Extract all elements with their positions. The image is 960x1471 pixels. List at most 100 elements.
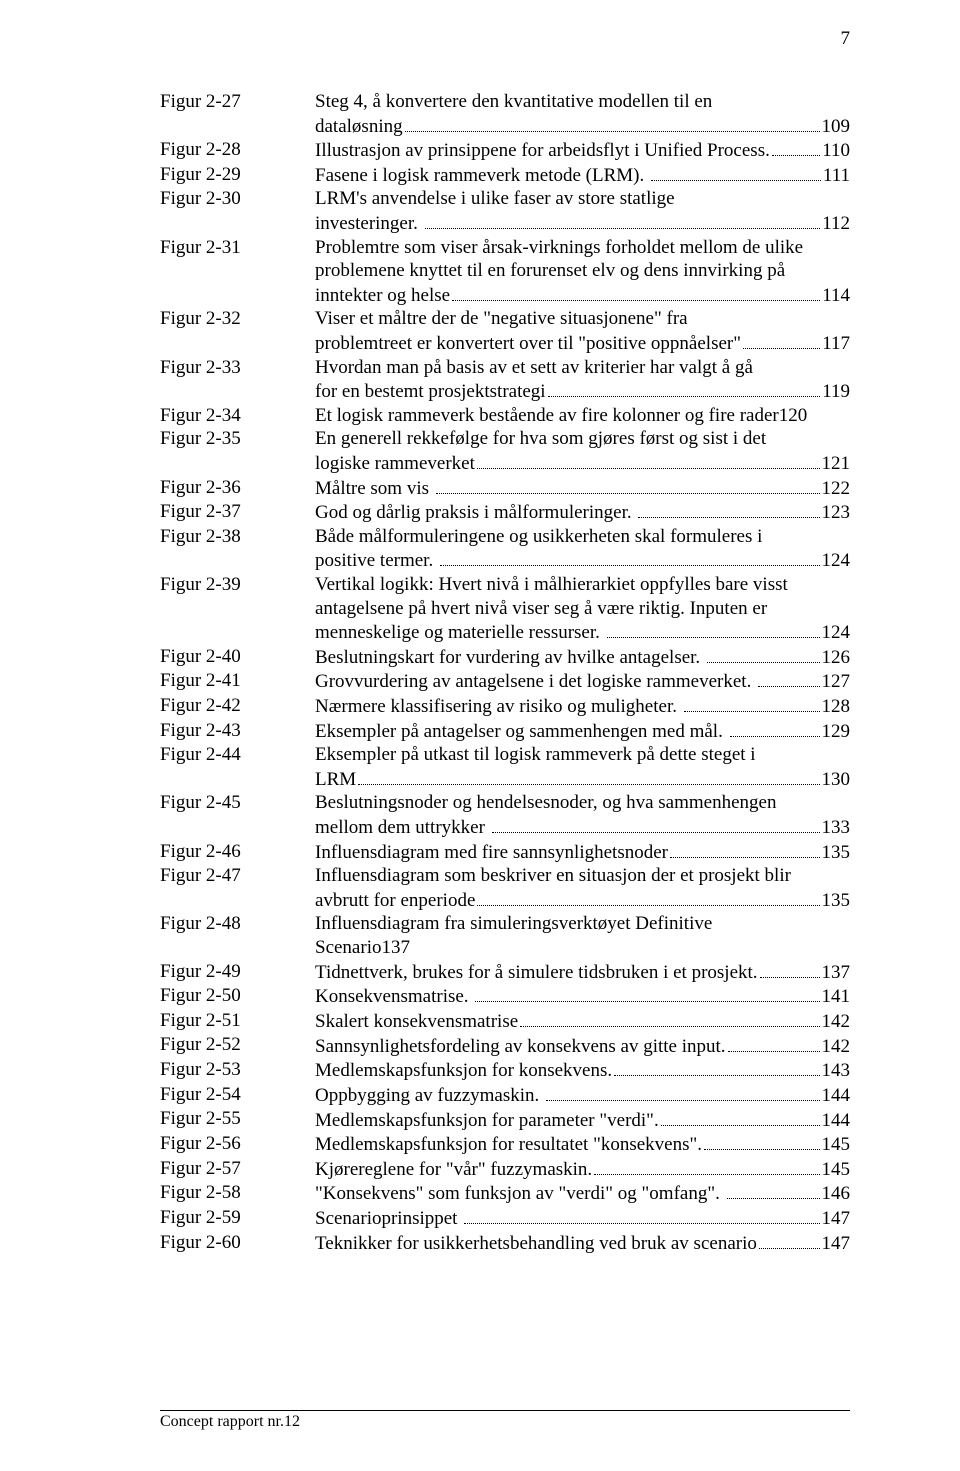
figure-description-line: "Konsekvens" som funksjon av "verdi" og … <box>315 1181 850 1206</box>
figure-description-line: Influensdiagram fra simuleringsverktøyet… <box>315 912 850 936</box>
figure-label: Figur 2-51 <box>160 1009 315 1033</box>
figure-label: Figur 2-39 <box>160 573 315 597</box>
figure-description: Scenarioprinsippet 147 <box>315 1206 850 1231</box>
figure-description-text: logiske rammeverket <box>315 452 475 476</box>
footer: Concept rapport nr.12 <box>160 1410 850 1431</box>
figure-description: En generell rekkefølge for hva som gjøre… <box>315 427 850 475</box>
figure-entry: Figur 2-31Problemtre som viser årsak-vir… <box>160 236 850 308</box>
figure-entry: Figur 2-32Viser et måltre der de "negati… <box>160 307 850 355</box>
figure-entry: Figur 2-54Oppbygging av fuzzymaskin. 144 <box>160 1083 850 1108</box>
figure-description-text: Hvordan man på basis av et sett av krite… <box>315 356 753 380</box>
dot-leader <box>651 163 821 181</box>
figure-entry: Figur 2-57Kjørereglene for "vår" fuzzyma… <box>160 1157 850 1182</box>
dot-leader <box>546 1083 819 1101</box>
figure-description: Influensdiagram med fire sannsynlighetsn… <box>315 840 850 865</box>
figure-description: Konsekvensmatrise. 141 <box>315 984 850 1009</box>
figure-description-text: Beslutningskart for vurdering av hvilke … <box>315 646 705 670</box>
figure-entry: Figur 2-37God og dårlig praksis i målfor… <box>160 500 850 525</box>
figure-description: Grovvurdering av antagelsene i det logis… <box>315 669 850 694</box>
figure-description-text: inntekter og helse <box>315 284 450 308</box>
figure-label: Figur 2-33 <box>160 356 315 380</box>
figure-description: Influensdiagram som beskriver en situasj… <box>315 864 850 912</box>
page-number: 7 <box>160 28 850 50</box>
figure-description-text: Nærmere klassifisering av risiko og muli… <box>315 695 682 719</box>
figure-description-line: Illustrasjon av prinsippene for arbeidsf… <box>315 138 850 163</box>
dot-leader <box>661 1107 820 1125</box>
figure-description: Nærmere klassifisering av risiko og muli… <box>315 694 850 719</box>
dot-leader <box>704 1132 820 1150</box>
dot-leader <box>548 379 821 397</box>
figure-page-number: 143 <box>822 1059 851 1083</box>
figure-entry: Figur 2-36Måltre som vis 122 <box>160 476 850 501</box>
figure-description-text: Eksempler på utkast til logisk rammeverk… <box>315 743 756 767</box>
figure-label: Figur 2-47 <box>160 864 315 888</box>
figure-description-text: Medlemskapsfunksjon for konsekvens. <box>315 1059 612 1083</box>
dot-leader <box>728 1033 820 1051</box>
figure-label: Figur 2-28 <box>160 138 315 162</box>
figure-description-text: Skalert konsekvensmatrise <box>315 1010 518 1034</box>
figure-description: Medlemskapsfunksjon for konsekvens. 143 <box>315 1058 850 1083</box>
figure-page-number: 112 <box>822 212 850 236</box>
figure-description-line: LRM130 <box>315 767 850 792</box>
figure-description-text: Scenario137 <box>315 936 410 960</box>
figure-page-number: 141 <box>822 985 851 1009</box>
figure-description: Teknikker for usikkerhetsbehandling ved … <box>315 1231 850 1256</box>
dot-leader <box>760 960 820 978</box>
figure-description-line: Et logisk rammeverk bestående av fire ko… <box>315 404 850 428</box>
figure-description: Eksempler på utkast til logisk rammeverk… <box>315 743 850 791</box>
figure-page-number: 147 <box>822 1232 851 1256</box>
figure-description-text: Medlemskapsfunksjon for parameter "verdi… <box>315 1109 659 1133</box>
figure-list: Figur 2-27Steg 4, å konvertere den kvant… <box>160 90 850 1255</box>
figure-description: "Konsekvens" som funksjon av "verdi" og … <box>315 1181 850 1206</box>
figure-entry: Figur 2-34Et logisk rammeverk bestående … <box>160 404 850 428</box>
figure-description-line: Medlemskapsfunksjon for resultatet "kons… <box>315 1132 850 1157</box>
figure-description-line: positive termer. 124 <box>315 548 850 573</box>
figure-description-line: inntekter og helse114 <box>315 283 850 308</box>
dot-leader <box>405 114 820 132</box>
figure-description-text: Problemtre som viser årsak-virknings for… <box>315 236 803 260</box>
figure-page-number: 142 <box>822 1010 851 1034</box>
dot-leader <box>727 1181 820 1199</box>
figure-description-text: Influensdiagram som beskriver en situasj… <box>315 864 791 888</box>
figure-label: Figur 2-34 <box>160 404 315 428</box>
dot-leader <box>743 331 820 349</box>
figure-description-text: Eksempler på antagelser og sammenhengen … <box>315 720 728 744</box>
dot-leader <box>607 620 820 638</box>
figure-description-text: Måltre som vis <box>315 477 434 501</box>
figure-label: Figur 2-52 <box>160 1033 315 1057</box>
figure-entry: Figur 2-55Medlemskapsfunksjon for parame… <box>160 1107 850 1132</box>
figure-description-line: Kjørereglene for "vår" fuzzymaskin.145 <box>315 1157 850 1182</box>
figure-description-line: for en bestemt prosjektstrategi119 <box>315 379 850 404</box>
figure-page-number: 110 <box>822 139 850 163</box>
figure-description: Steg 4, å konvertere den kvantitative mo… <box>315 90 850 138</box>
figure-description-line: problemtreet er konvertert over til "pos… <box>315 331 850 356</box>
figure-description-text: antagelsene på hvert nivå viser seg å væ… <box>315 597 767 621</box>
figure-label: Figur 2-38 <box>160 525 315 549</box>
footer-text: Concept rapport nr.12 <box>160 1413 850 1431</box>
figure-entry: Figur 2-56Medlemskapsfunksjon for result… <box>160 1132 850 1157</box>
figure-description-text: Illustrasjon av prinsippene for arbeidsf… <box>315 139 770 163</box>
figure-description-line: Måltre som vis 122 <box>315 476 850 501</box>
dot-leader <box>520 1009 819 1027</box>
dot-leader <box>638 500 819 518</box>
figure-label: Figur 2-60 <box>160 1231 315 1255</box>
figure-page-number: 122 <box>822 477 851 501</box>
figure-page-number: 133 <box>822 816 851 840</box>
figure-description-text: Konsekvensmatrise. <box>315 985 473 1009</box>
figure-description-text: avbrutt for enperiode <box>315 889 475 913</box>
figure-page-number: 142 <box>822 1035 851 1059</box>
figure-entry: Figur 2-43Eksempler på antagelser og sam… <box>160 719 850 744</box>
figure-entry: Figur 2-30LRM's anvendelse i ulike faser… <box>160 187 850 235</box>
figure-label: Figur 2-48 <box>160 912 315 936</box>
figure-page-number: 124 <box>822 549 851 573</box>
figure-label: Figur 2-40 <box>160 645 315 669</box>
figure-page-number: 127 <box>822 670 851 694</box>
figure-entry: Figur 2-49Tidnettverk, brukes for å simu… <box>160 960 850 985</box>
figure-description: Illustrasjon av prinsippene for arbeidsf… <box>315 138 850 163</box>
figure-page-number: 128 <box>822 695 851 719</box>
figure-page-number: 135 <box>822 889 851 913</box>
figure-description-text: Oppbygging av fuzzymaskin. <box>315 1084 544 1108</box>
dot-leader <box>707 645 820 663</box>
figure-description-line: Fasene i logisk rammeverk metode (LRM). … <box>315 163 850 188</box>
figure-description-text: Medlemskapsfunksjon for resultatet "kons… <box>315 1133 702 1157</box>
